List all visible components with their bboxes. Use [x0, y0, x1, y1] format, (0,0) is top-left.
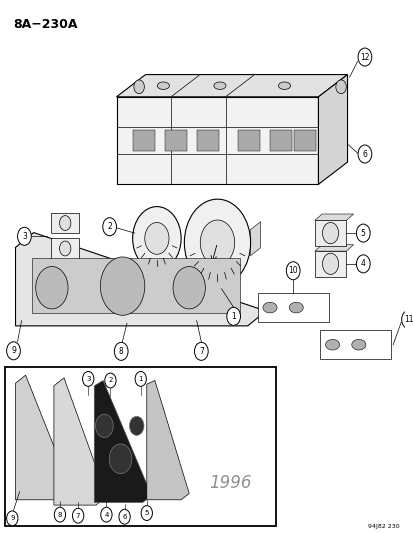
Circle shape — [200, 220, 234, 265]
Polygon shape — [54, 378, 106, 505]
Circle shape — [17, 227, 31, 245]
Circle shape — [335, 80, 346, 94]
Circle shape — [184, 199, 250, 286]
Circle shape — [226, 308, 240, 325]
Circle shape — [194, 342, 208, 360]
Circle shape — [322, 222, 338, 244]
Bar — [5, 367, 275, 526]
Ellipse shape — [288, 302, 303, 313]
Polygon shape — [314, 251, 346, 277]
Ellipse shape — [351, 340, 365, 350]
Text: 2: 2 — [108, 377, 112, 384]
Polygon shape — [314, 220, 346, 246]
Polygon shape — [51, 213, 79, 233]
Ellipse shape — [325, 340, 339, 350]
Bar — [257, 293, 328, 322]
Circle shape — [357, 145, 371, 163]
Bar — [132, 130, 154, 151]
Polygon shape — [32, 258, 239, 313]
Circle shape — [401, 311, 413, 328]
Ellipse shape — [278, 82, 290, 90]
Polygon shape — [16, 232, 265, 326]
Ellipse shape — [262, 302, 276, 313]
Circle shape — [100, 257, 145, 316]
Text: 94J82 230: 94J82 230 — [367, 524, 398, 529]
Polygon shape — [51, 238, 79, 259]
Circle shape — [95, 414, 113, 438]
Circle shape — [72, 508, 83, 523]
Text: 1: 1 — [138, 376, 142, 382]
Circle shape — [59, 241, 71, 256]
Text: 8: 8 — [57, 512, 62, 518]
Ellipse shape — [214, 82, 225, 90]
Circle shape — [322, 253, 338, 274]
Circle shape — [135, 372, 146, 386]
Circle shape — [133, 80, 144, 94]
Text: 6: 6 — [122, 514, 126, 520]
Text: 3: 3 — [86, 376, 90, 382]
Text: 2: 2 — [107, 222, 112, 231]
Text: 1996: 1996 — [209, 474, 251, 492]
Text: 6: 6 — [362, 150, 366, 158]
Ellipse shape — [157, 82, 169, 90]
Polygon shape — [314, 214, 353, 220]
Circle shape — [100, 507, 112, 522]
Circle shape — [109, 444, 131, 474]
Polygon shape — [250, 222, 260, 256]
Text: 7: 7 — [198, 347, 203, 356]
Text: 9: 9 — [10, 515, 14, 521]
Bar — [164, 130, 187, 151]
Bar — [294, 130, 316, 151]
Circle shape — [173, 266, 205, 309]
Circle shape — [356, 224, 369, 242]
Text: 8: 8 — [119, 347, 123, 356]
Circle shape — [59, 216, 71, 230]
Text: 5: 5 — [360, 229, 365, 238]
Polygon shape — [318, 75, 347, 184]
Text: 4: 4 — [360, 260, 365, 268]
Text: 9: 9 — [11, 346, 16, 356]
Circle shape — [132, 207, 181, 270]
Circle shape — [7, 342, 20, 360]
Polygon shape — [16, 375, 72, 500]
Circle shape — [102, 217, 116, 236]
Circle shape — [36, 266, 68, 309]
Circle shape — [141, 506, 152, 521]
Circle shape — [54, 507, 65, 522]
Circle shape — [82, 372, 94, 386]
Bar — [237, 130, 259, 151]
Text: 12: 12 — [359, 53, 369, 62]
Polygon shape — [94, 381, 151, 503]
Polygon shape — [147, 381, 189, 500]
Circle shape — [286, 262, 299, 280]
Text: 7: 7 — [76, 513, 80, 519]
Text: 4: 4 — [104, 512, 108, 518]
Polygon shape — [116, 75, 347, 97]
Text: 8A−230A: 8A−230A — [14, 18, 78, 31]
Circle shape — [356, 255, 369, 273]
Text: 1: 1 — [231, 312, 235, 321]
Text: 10: 10 — [288, 266, 297, 275]
Polygon shape — [314, 245, 353, 251]
Circle shape — [104, 373, 116, 388]
Text: 5: 5 — [144, 510, 149, 516]
Circle shape — [145, 222, 169, 254]
Polygon shape — [116, 97, 318, 184]
Circle shape — [114, 342, 128, 360]
Circle shape — [129, 416, 144, 435]
Text: 11: 11 — [403, 315, 412, 324]
Circle shape — [357, 48, 371, 66]
Bar — [269, 130, 292, 151]
Circle shape — [7, 511, 18, 526]
Bar — [320, 330, 390, 359]
Bar — [197, 130, 219, 151]
Circle shape — [119, 510, 130, 524]
Text: 3: 3 — [22, 232, 27, 241]
